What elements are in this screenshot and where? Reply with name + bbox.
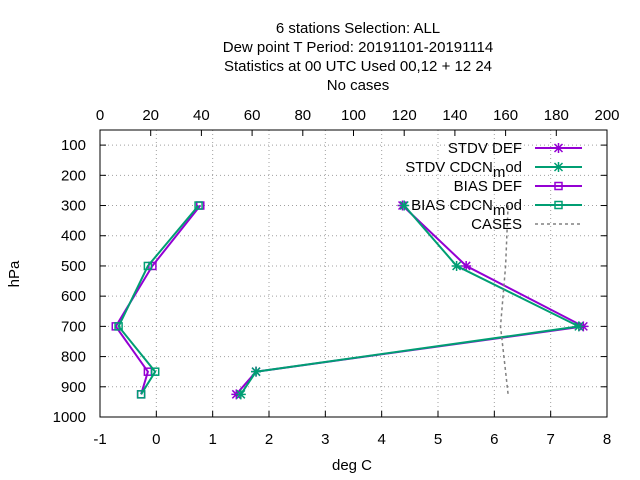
x-tick-label: 0 xyxy=(152,431,160,448)
series-line xyxy=(499,205,509,395)
y-tick-label: 500 xyxy=(61,258,86,275)
data-point xyxy=(143,261,153,271)
legend-item: CASES xyxy=(471,216,582,233)
top-axis-tick-labels: 0 20 40 60 80 100 120 140 160 180 200 xyxy=(96,107,620,124)
y-axis-tick-labels: 100 200 300 400 500 600 700 800 900 1000 xyxy=(53,137,86,426)
y-tick-label: 600 xyxy=(61,288,86,305)
legend-marker xyxy=(554,181,563,191)
tick-marks xyxy=(99,130,608,418)
series-0 xyxy=(231,200,589,400)
y-axis-label: hPa xyxy=(6,260,23,287)
legend-label: BIAS DEF xyxy=(454,178,522,195)
data-series xyxy=(111,200,589,400)
series-line xyxy=(117,204,200,395)
x2-tick-label: 140 xyxy=(442,107,467,124)
series-1 xyxy=(235,200,584,400)
y-tick-label: 400 xyxy=(61,228,86,245)
y-tick-label: 200 xyxy=(61,167,86,184)
legend-item: STDV CDCNmod xyxy=(405,159,582,181)
title-line-1: 6 stations Selection: ALL xyxy=(276,20,440,37)
legend-label: BIAS CDCNmod xyxy=(411,197,522,219)
y-tick-label: 300 xyxy=(61,198,86,215)
x-tick-label: 3 xyxy=(321,431,329,448)
y-tick-label: 700 xyxy=(61,318,86,335)
x-tick-label: 5 xyxy=(434,431,442,448)
y-tick-label: 900 xyxy=(61,379,86,396)
series-line xyxy=(114,204,202,395)
legend-label: STDV CDCNmod xyxy=(405,159,522,181)
x2-tick-label: 160 xyxy=(493,107,518,124)
data-point xyxy=(235,389,246,400)
x2-tick-label: 60 xyxy=(244,107,261,124)
legend-label: CASES xyxy=(471,216,522,233)
x-tick-label: -1 xyxy=(93,431,106,448)
data-point xyxy=(399,200,410,211)
y-tick-label: 800 xyxy=(61,349,86,366)
title-line-4: No cases xyxy=(327,77,390,94)
x2-tick-label: 20 xyxy=(142,107,159,124)
data-point xyxy=(114,322,123,331)
y-tick-label: 100 xyxy=(61,137,86,154)
legend-marker xyxy=(553,143,564,153)
x-axis-tick-labels: -1 0 1 2 3 4 5 6 7 8 xyxy=(93,431,611,448)
data-point xyxy=(150,367,160,376)
plot-border xyxy=(99,129,608,418)
data-point xyxy=(573,321,584,332)
legend-item: BIAS CDCNmod xyxy=(411,197,582,219)
x-tick-label: 7 xyxy=(546,431,554,448)
data-point xyxy=(251,366,262,377)
title-line-2: Dew point T Period: 20191101-20191114 xyxy=(223,39,493,56)
legend-label: STDV DEF xyxy=(448,140,522,157)
y-tick-label: 1000 xyxy=(53,409,86,426)
x-tick-label: 6 xyxy=(490,431,498,448)
series-4 xyxy=(499,205,509,395)
title-line-3: Statistics at 00 UTC Used 00,12 + 12 24 xyxy=(224,58,492,75)
legend-item: BIAS DEF xyxy=(454,178,582,195)
legend-marker xyxy=(554,200,563,210)
legend-marker xyxy=(553,162,564,172)
x-tick-label: 2 xyxy=(265,431,273,448)
x-tick-label: 4 xyxy=(377,431,385,448)
x2-tick-label: 120 xyxy=(392,107,417,124)
data-point xyxy=(461,260,472,271)
x2-tick-label: 80 xyxy=(294,107,311,124)
series-line xyxy=(239,204,583,395)
data-point xyxy=(451,260,462,271)
series-3 xyxy=(114,201,203,399)
legend-item: STDV DEF xyxy=(448,140,582,157)
grid-lines xyxy=(100,130,607,417)
x2-tick-label: 100 xyxy=(341,107,366,124)
series-line xyxy=(235,204,587,395)
data-point xyxy=(194,201,203,210)
x2-tick-label: 180 xyxy=(544,107,569,124)
x-tick-label: 1 xyxy=(208,431,216,448)
x2-tick-label: 0 xyxy=(96,107,104,124)
data-point xyxy=(136,390,146,399)
x2-tick-label: 200 xyxy=(594,107,619,124)
x-axis-label: deg C xyxy=(332,457,372,474)
x-tick-label: 8 xyxy=(603,431,611,448)
x2-tick-label: 40 xyxy=(193,107,210,124)
chart-title: 6 stations Selection: ALL Dew point T Pe… xyxy=(223,20,493,94)
